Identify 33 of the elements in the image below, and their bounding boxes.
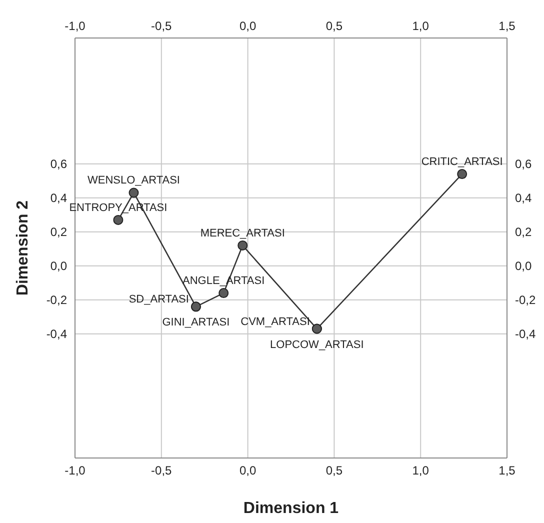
y-tick-label: 0,0 (50, 259, 68, 274)
y2-tick-label: 0,2 (515, 225, 532, 240)
x2-tick-label: 1,5 (498, 464, 516, 478)
x-axis-title: Dimension 1 (243, 500, 339, 517)
y2-tick-label: 0,4 (515, 191, 532, 206)
y2-tick-label: -0,4 (515, 327, 536, 342)
annotation: SD_ARTASI (128, 294, 189, 306)
x-tick-label: 1,0 (412, 19, 430, 33)
x-tick-label: -0,5 (151, 19, 172, 33)
x-tick-label: 0,0 (239, 19, 256, 33)
x2-tick-label: -0,5 (151, 464, 172, 478)
annotation: CRITIC_ARTASI (421, 156, 503, 168)
x-tick-label: -1,0 (64, 19, 86, 33)
x2-tick-label: 0,5 (326, 464, 343, 478)
y2-tick-label: 0,0 (515, 259, 532, 274)
y2-tick-label: -0,2 (515, 293, 536, 308)
annotation: WENSLO_ARTASI (87, 174, 180, 187)
y-tick-label: -0,4 (46, 327, 68, 342)
x-tick-label: 1,5 (498, 19, 516, 33)
x2-tick-label: 1,0 (412, 464, 430, 478)
y-axis-title: Dimension 2 (14, 200, 32, 296)
annotation: GINI_ARTASI (162, 316, 230, 329)
annotation: LOPCOW_ARTASI (270, 338, 364, 351)
x-tick-label: 0,5 (326, 19, 343, 33)
y-tick-label: 0,2 (50, 225, 68, 240)
y-tick-label: 0,4 (50, 191, 68, 206)
x2-tick-label: 0,0 (239, 464, 256, 478)
y-tick-label: 0,6 (50, 157, 68, 172)
annotation: CVM_ARTASI (240, 316, 310, 328)
annotation: MEREC_ARTASI (200, 227, 285, 240)
x2-tick-label: -1,0 (64, 464, 86, 478)
y-tick-label: -0,2 (46, 293, 68, 308)
y2-tick-label: 0,6 (515, 157, 532, 172)
